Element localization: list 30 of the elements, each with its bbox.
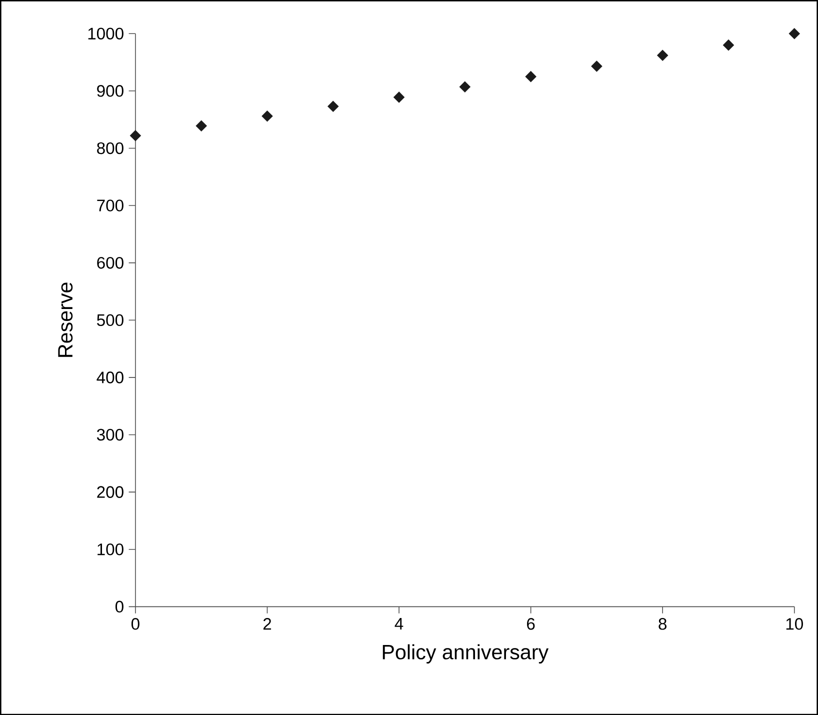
- y-tick-label: 100: [98, 543, 124, 556]
- y-tick-label: 400: [96, 371, 124, 384]
- x-tick-label: 0: [131, 618, 140, 630]
- x-axis-title: Policy anniversary: [382, 644, 549, 664]
- point: [328, 100, 339, 112]
- y-tick-label: 800: [97, 142, 124, 154]
- y-axis-title: Reserve: [58, 282, 73, 357]
- y-tick-label: 500: [97, 314, 124, 326]
- x-tick-label: 8: [658, 618, 667, 630]
- point: [130, 130, 141, 142]
- point: [525, 70, 536, 82]
- point: [262, 110, 273, 122]
- point: [459, 81, 470, 92]
- y-tick-label: 1000: [88, 28, 124, 40]
- point: [722, 39, 734, 51]
- y-tick-label: 900: [97, 84, 124, 97]
- y-tick-label: 700: [97, 200, 124, 212]
- x-tick-label: 10: [786, 618, 803, 630]
- point: [196, 120, 207, 132]
- point: [788, 28, 800, 40]
- point: [591, 60, 602, 72]
- y-tick-label: 300: [96, 428, 124, 441]
- x-tick-label: 6: [527, 618, 535, 630]
- point: [657, 50, 668, 61]
- x-tick-label: 2: [263, 618, 272, 630]
- y-tick-label: 200: [97, 486, 124, 498]
- x-tick-label: 4: [394, 618, 404, 630]
- y-tick-label: 600: [97, 256, 124, 269]
- point: [393, 92, 405, 103]
- y-tick-label: 0: [115, 600, 124, 612]
